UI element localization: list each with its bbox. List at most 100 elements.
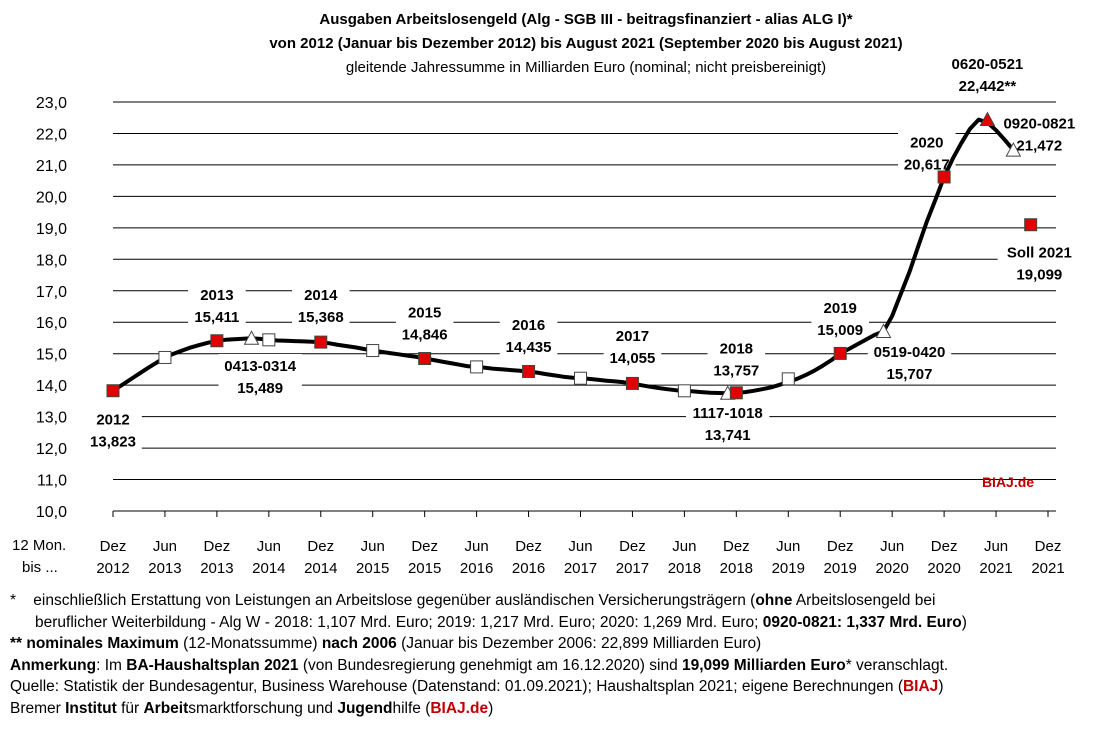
remark-text3: * veranschlagt.: [845, 656, 949, 674]
data-label-bg: [897, 130, 956, 175]
data-label-bg: [685, 401, 770, 446]
x-tick-label: 2012: [96, 560, 129, 577]
x-tick-label: Dez: [723, 538, 750, 555]
data-label-bg: [867, 339, 952, 384]
footnote-1-text2: Arbeitslosengeld bei: [792, 592, 936, 609]
data-label-line2: 22,442**: [959, 78, 1017, 95]
data-label-line2: 20,617: [904, 157, 950, 174]
x-tick-label: Jun: [880, 538, 904, 555]
x-tick-label: 2013: [200, 560, 233, 577]
data-label-line2: 13,757: [713, 363, 759, 380]
data-labels: 2012 13,823 2013 15,411 0413-0314 15,489 2014 1…: [84, 51, 1082, 452]
data-label-line2: 15,489: [237, 380, 283, 397]
data-label-line2: 13,741: [705, 427, 751, 444]
source-text: Quelle: Statistik der Bundesagentur, Bus…: [10, 678, 903, 695]
y-tick-label: 23,0: [36, 95, 67, 112]
x-tick-label: Jun: [361, 538, 385, 555]
footnote-1-bold: ohne: [755, 592, 793, 609]
square-marker: [574, 371, 587, 385]
square-marker: [106, 384, 120, 398]
square-marker: [522, 364, 536, 378]
x-tick-label: 2021: [1031, 560, 1064, 577]
grid-lines: [113, 101, 1056, 512]
data-label: 2020 20,617: [897, 130, 956, 175]
square-marker: [781, 372, 795, 386]
data-label-line2: 13,823: [90, 433, 136, 450]
data-label-line2: 14,055: [609, 350, 655, 367]
data-label-line1: 0519-0420: [874, 344, 946, 361]
institute-t4: hilfe (: [392, 699, 431, 717]
x-tick-label: 2015: [356, 560, 389, 577]
data-label-line2: 15,707: [887, 366, 933, 383]
remark-label: Anmerkung: [10, 656, 97, 674]
x-tick-label: 2018: [668, 560, 701, 577]
square-marker: [470, 360, 484, 374]
data-label-bg: [218, 353, 302, 398]
x-tick-label: 2020: [927, 560, 960, 577]
x-tick-label: 2021: [979, 560, 1012, 577]
source: Quelle: Statistik der Bundesagentur, Bus…: [10, 676, 1110, 698]
data-label: 2012 13,823: [84, 407, 142, 452]
data-label-bg: [291, 283, 350, 328]
x-tick-label: 2019: [824, 560, 857, 577]
x-tick-label: Jun: [465, 538, 489, 555]
footnote-1-bold2: 0920-0821: 1,337 Mrd. Euro: [762, 613, 962, 631]
data-label-line1: 0620-0521: [952, 56, 1024, 73]
triangle-marker: [875, 323, 892, 338]
brand-label: BIAJ.de: [982, 474, 1034, 490]
data-label: Soll 2021 19,099: [997, 240, 1082, 285]
square-marker: [262, 333, 276, 347]
remark-bold2: 19,099 Milliarden Euro: [682, 656, 846, 674]
y-tick-label: 10,0: [36, 504, 67, 521]
data-label-line1: 2012: [96, 411, 129, 428]
data-label-line2: 14,846: [402, 327, 448, 344]
x-tick-label: 2016: [512, 560, 545, 577]
x-axis-ticks: Dez 2012 Jun 2013 Dez 2013 Jun 2014 Dez 2014 Jun 20…: [96, 511, 1065, 577]
x-tick-label: 2019: [772, 560, 805, 577]
chart-title-line2: von 2012 (Januar bis Dezember 2012) bis …: [269, 35, 902, 52]
data-label: 2016 14,435: [499, 313, 558, 358]
square-marker: [729, 386, 743, 400]
x-tick-label: Dez: [1035, 538, 1062, 555]
institute-b2: Arbeit: [143, 699, 189, 717]
data-label-bg: [395, 300, 454, 345]
footnote-1-cont: beruflicher Weiterbildung - Alg W - 2018…: [10, 612, 1110, 634]
institute-b3: Jugend: [337, 699, 393, 717]
data-label: 2017 14,055: [603, 324, 662, 369]
data-label-line1: 2019: [824, 300, 857, 317]
footnote-2-bold: ** nominales Maximum: [10, 635, 179, 652]
square-marker: [1024, 218, 1038, 232]
data-label-line2: 21,472: [1016, 138, 1062, 155]
footnote-2-text: (12-Monatssumme): [178, 635, 322, 652]
footnote-1-text: einschließlich Erstattung von Leistungen…: [33, 592, 756, 609]
data-label-line2: 15,009: [817, 322, 863, 339]
data-label-line2: 19,099: [1016, 267, 1062, 284]
data-label: 2018 13,757: [707, 336, 766, 381]
triangle-marker: [979, 111, 996, 127]
source-close: ): [938, 678, 944, 695]
institute-link[interactable]: BIAJ.de: [430, 699, 489, 717]
data-label-bg: [499, 313, 558, 358]
y-tick-label: 13,0: [36, 410, 67, 427]
data-label-bg: [603, 324, 662, 369]
square-marker: [937, 170, 951, 184]
footnote-1-close: ): [961, 613, 967, 631]
x-tick-label: Dez: [931, 538, 958, 555]
square-marker: [833, 346, 847, 360]
institute: Bremer Institut für Arbeitsmarktforschun…: [10, 698, 1110, 720]
x-tick-label: 2014: [304, 560, 337, 577]
footnote-2: ** nominales Maximum (12-Monatssumme) na…: [10, 633, 1110, 655]
triangle-marker: [243, 330, 260, 345]
data-label-line1: 1117-1018: [693, 405, 763, 422]
data-label-bg: [84, 407, 142, 452]
chart: Ausgaben Arbeitslosengeld (Alg - SGB III…: [12, 11, 1082, 577]
square-marker: [314, 335, 328, 349]
y-tick-label: 18,0: [36, 252, 67, 269]
institute-close: ): [488, 699, 494, 717]
x-tick-label: Dez: [827, 538, 854, 555]
institute-t1: Bremer: [10, 699, 66, 717]
x-tick-label: Dez: [100, 538, 127, 555]
data-label-line1: 2018: [720, 341, 753, 358]
data-label-line1: 2014: [304, 287, 338, 304]
data-label-line2: 14,435: [506, 339, 552, 356]
